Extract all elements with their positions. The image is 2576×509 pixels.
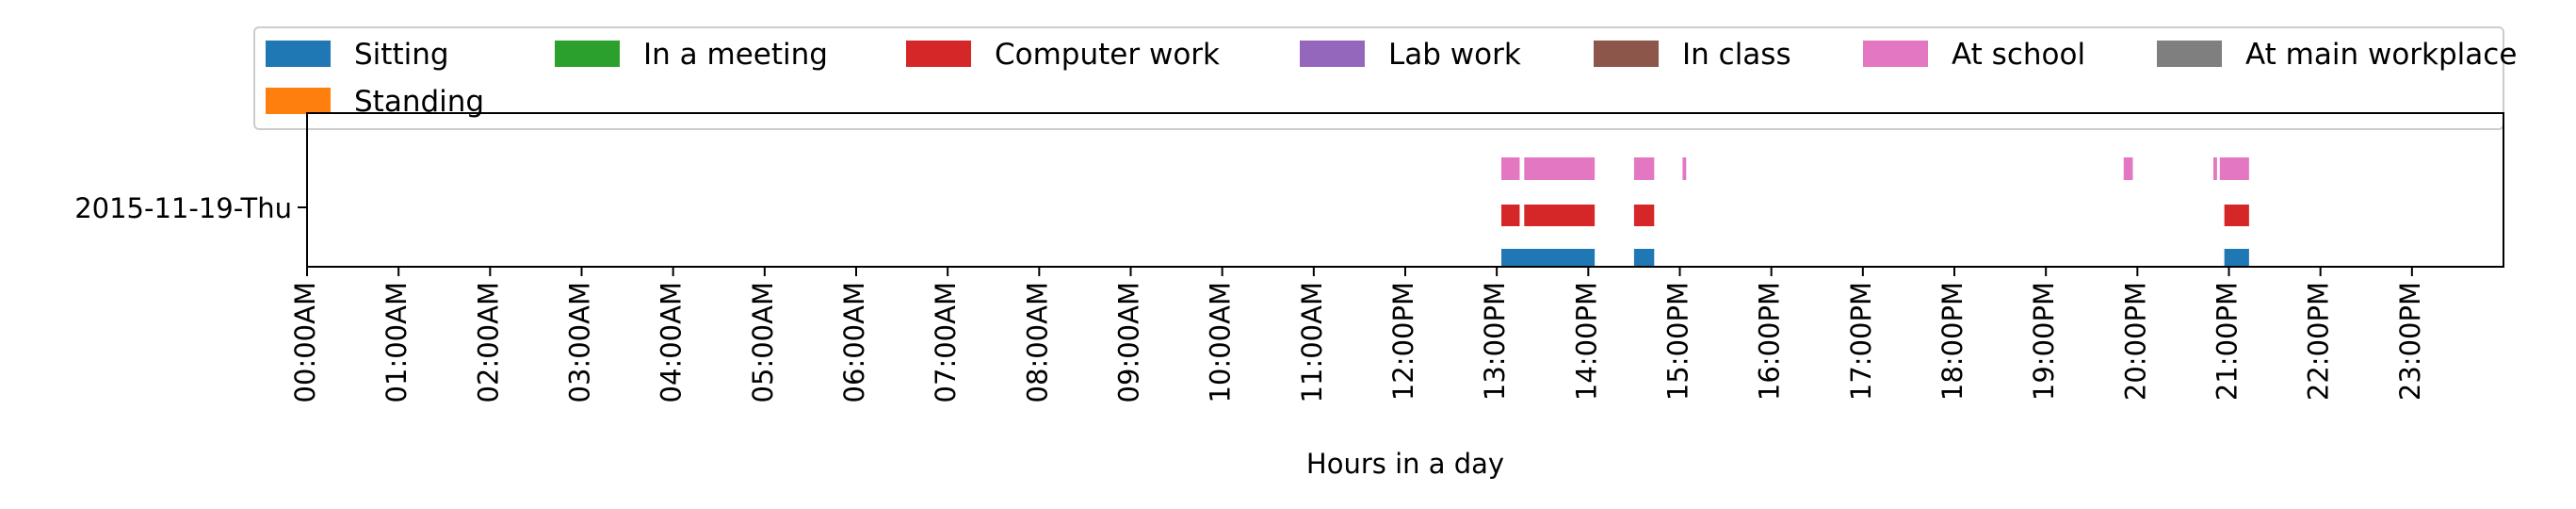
computer-work-bar-1 — [1524, 205, 1596, 226]
legend-swatch-sitting — [266, 41, 331, 67]
x-tick-label-2: 02:00AM — [472, 282, 504, 402]
legend-label-at-main-workplace: At main workplace — [2245, 38, 2517, 72]
computer-work-bar-3 — [2224, 205, 2249, 226]
x-tick-label-20: 20:00PM — [2119, 282, 2151, 401]
legend-swatch-lab-work — [1300, 41, 1365, 67]
x-tick-label-15: 15:00PM — [1662, 282, 1694, 401]
x-tick-label-4: 04:00AM — [656, 282, 688, 402]
x-axis-ticks: 00:00AM 01:00AM 02:00AM 03:00AM 04:00AM 05:00… — [289, 267, 2426, 402]
x-tick-label-17: 17:00PM — [1845, 282, 1877, 401]
legend-label-in-a-meeting: In a meeting — [643, 38, 828, 72]
x-tick-label-1: 01:00AM — [381, 282, 413, 402]
activity-bars — [1501, 157, 2249, 267]
x-tick-label-22: 22:00PM — [2303, 282, 2335, 401]
computer-work-bar-2 — [1633, 205, 1655, 226]
x-tick-label-19: 19:00PM — [2028, 282, 2060, 401]
x-tick-label-14: 14:00PM — [1570, 282, 1602, 401]
at-school-bar-4 — [2123, 157, 2133, 180]
at-school-bar-6 — [2219, 157, 2249, 180]
legend-swatch-in-class — [1594, 41, 1659, 67]
x-axis-label: Hours in a day — [1306, 448, 1504, 480]
x-tick-label-9: 09:00AM — [1113, 282, 1145, 402]
legend-label-computer-work: Computer work — [995, 38, 1220, 72]
row-label: 2015-11-19-Thu — [74, 192, 292, 224]
x-tick-label-0: 00:00AM — [289, 282, 321, 402]
at-school-bar-5 — [2212, 157, 2217, 180]
at-school-bar-1 — [1524, 157, 1596, 180]
x-tick-label-12: 12:00PM — [1387, 282, 1419, 401]
legend-box — [253, 26, 2504, 130]
legend-label-in-class: In class — [1682, 38, 1791, 72]
legend-swatch-standing — [266, 88, 331, 114]
x-tick-label-18: 18:00PM — [1936, 282, 1968, 401]
at-school-bar-3 — [1682, 157, 1687, 180]
legend-label-at-school: At school — [1952, 38, 2085, 72]
computer-work-bar-0 — [1501, 205, 1520, 226]
plot-frame — [306, 112, 2504, 268]
legend-swatch-at-main-workplace — [2157, 41, 2222, 67]
legend-label-lab-work: Lab work — [1388, 38, 1521, 72]
legend-swatch-in-a-meeting — [555, 41, 620, 67]
x-tick-label-5: 05:00AM — [747, 282, 779, 402]
x-tick-label-13: 13:00PM — [1479, 282, 1511, 401]
legend-label-sitting: Sitting — [354, 38, 449, 72]
legend-swatch-computer-work — [906, 41, 971, 67]
legend-swatch-at-school — [1863, 41, 1928, 67]
x-tick-label-16: 16:00PM — [1754, 282, 1786, 401]
x-tick-label-21: 21:00PM — [2211, 282, 2244, 401]
legend: Sitting In a meeting Computer work Lab work… — [253, 26, 2517, 130]
x-tick-label-8: 08:00AM — [1021, 282, 1053, 402]
x-tick-label-7: 07:00AM — [930, 282, 962, 402]
x-tick-label-23: 23:00PM — [2394, 282, 2426, 401]
sitting-bar-1 — [1633, 249, 1655, 267]
x-tick-label-11: 11:00AM — [1296, 282, 1328, 402]
x-tick-label-6: 06:00AM — [838, 282, 870, 402]
x-tick-label-10: 10:00AM — [1205, 282, 1237, 402]
sitting-bar-2 — [2224, 249, 2249, 267]
sitting-bar-0 — [1501, 249, 1596, 267]
at-school-bar-0 — [1501, 157, 1520, 180]
x-tick-label-3: 03:00AM — [564, 282, 596, 402]
at-school-bar-2 — [1633, 157, 1655, 180]
